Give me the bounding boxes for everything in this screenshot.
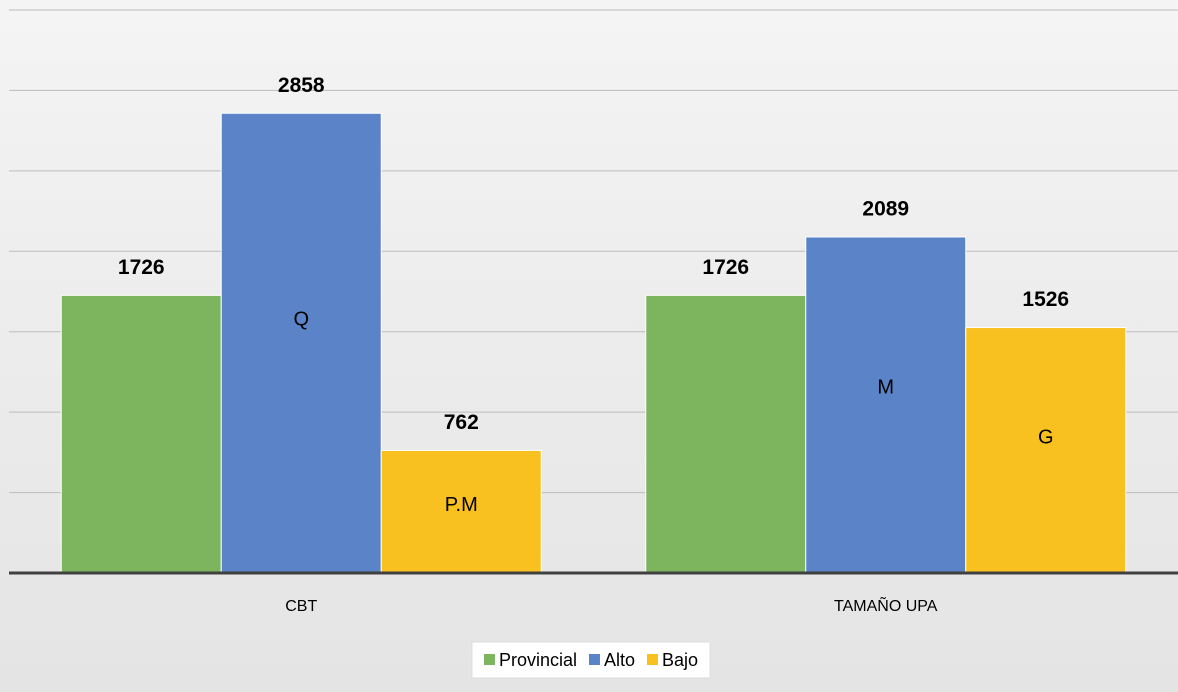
bar-annotation: G [1038,426,1054,448]
legend-label: Alto [604,650,635,670]
data-label: 1726 [702,256,749,279]
bar [965,327,1127,574]
data-label: 762 [444,411,479,434]
legend-swatch [647,654,659,665]
legend-label: Provincial [499,650,577,670]
bar-annotation: Q [293,308,309,330]
bar [220,112,382,574]
legend-swatch [588,654,600,665]
data-label: 2089 [862,198,909,221]
bar [805,236,967,574]
data-label: 1726 [118,256,165,279]
bar [60,294,222,574]
x-tick-label: TAMAÑO UPA [834,595,938,615]
bar-annotation: M [877,376,894,398]
legend-label: Bajo [662,650,698,670]
data-label: 2858 [278,74,325,97]
data-label: 1526 [1022,288,1069,311]
legend-swatch [483,654,495,665]
bar-annotation: P.M [445,494,478,516]
x-tick-label: CBT [285,598,317,615]
bar [380,449,542,574]
bar [645,294,807,574]
